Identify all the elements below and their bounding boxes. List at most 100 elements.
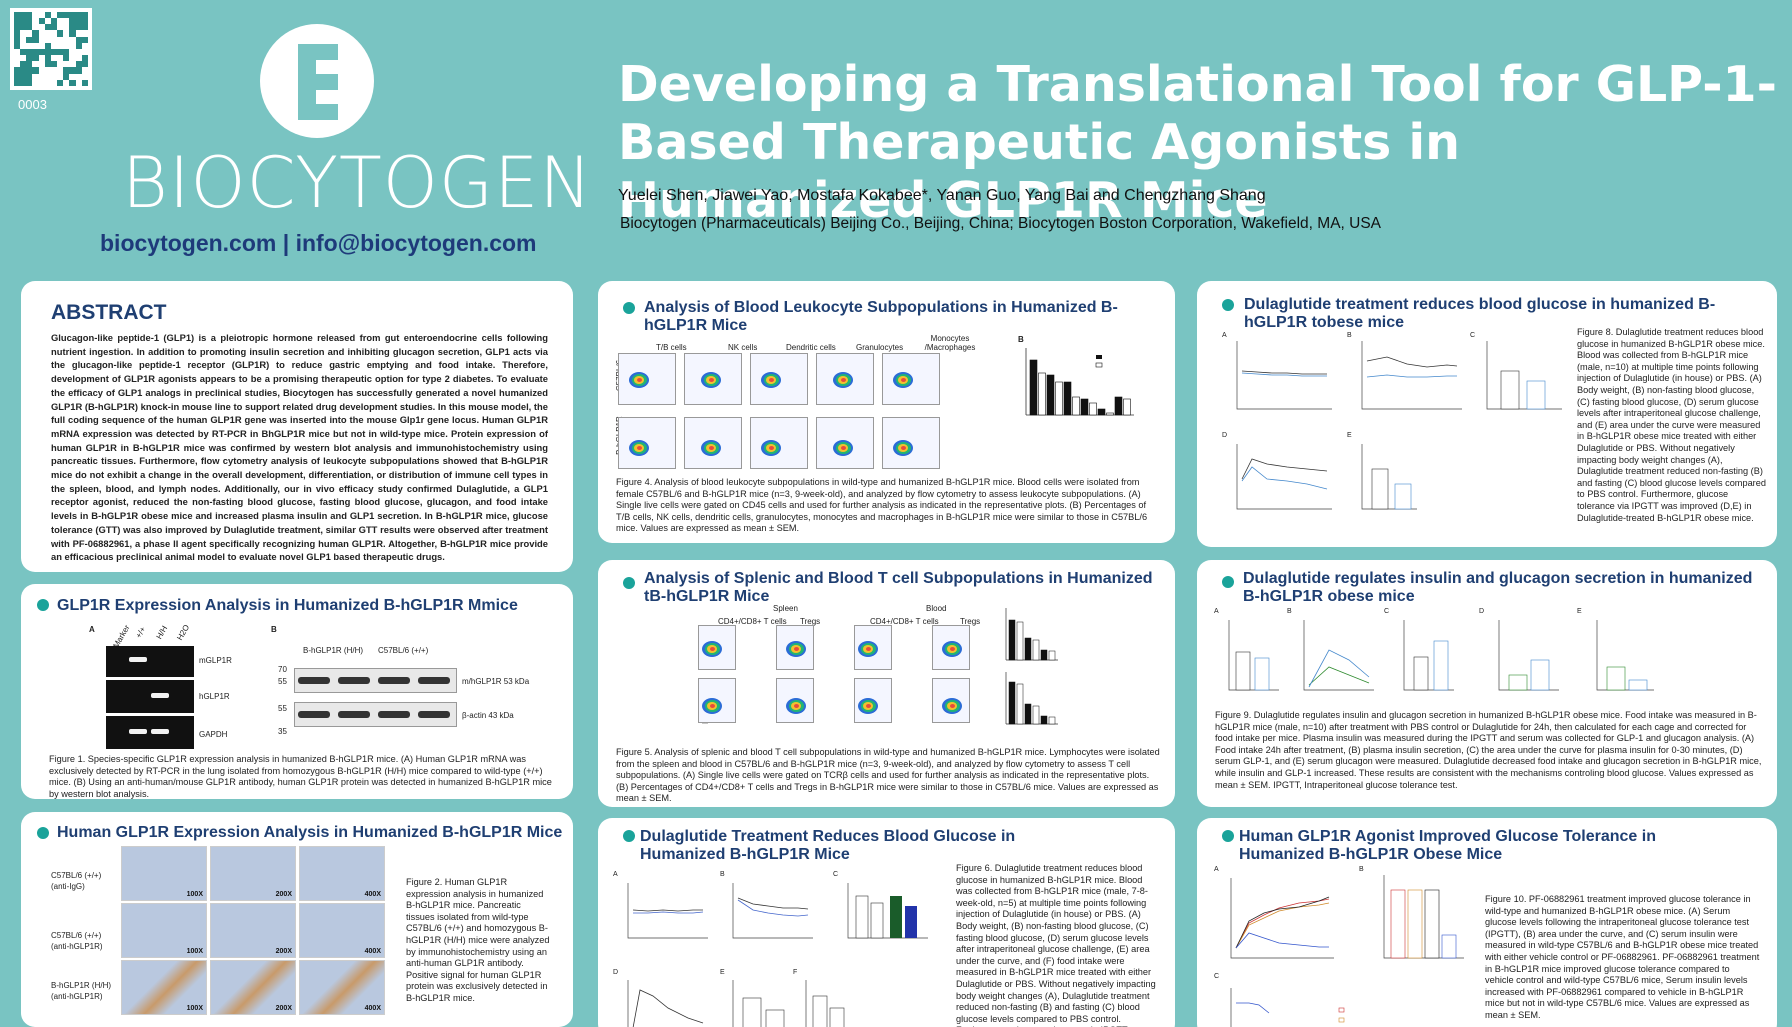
figure4-caption: Figure 4. Analysis of blood leukocyte su… bbox=[616, 477, 1148, 534]
gel-row-gapdh: GAPDH bbox=[199, 730, 228, 739]
insulin-figures: A B C D E bbox=[1214, 608, 1654, 691]
magnification-label: 200X bbox=[275, 891, 292, 898]
affiliation: Biocytogen (Pharmaceuticals) Beijing Co.… bbox=[620, 215, 1382, 232]
bar bbox=[1046, 374, 1055, 416]
agonist-title: Human GLP1R Agonist Improved Glucose Tol… bbox=[1239, 828, 1656, 863]
bar bbox=[1080, 398, 1089, 416]
wb-marker: 55 bbox=[278, 704, 287, 713]
ihc-image: 400X bbox=[299, 960, 385, 1015]
bar bbox=[1029, 359, 1038, 416]
svg-text:B: B bbox=[1287, 608, 1292, 615]
svg-text:B: B bbox=[1347, 332, 1352, 339]
rt-pcr-gel bbox=[106, 680, 194, 713]
magnification-label: 400X bbox=[364, 1005, 381, 1012]
figure6-caption: Figure 6. Dulaglutide treatment reduces … bbox=[956, 863, 1156, 1027]
rt-pcr-gel bbox=[106, 646, 194, 677]
magnification-label: 400X bbox=[364, 948, 381, 955]
poster-id: 0003 bbox=[18, 97, 47, 112]
bar bbox=[1106, 412, 1114, 416]
gel-band bbox=[129, 657, 147, 662]
bullet-icon bbox=[1222, 299, 1234, 311]
dulaglutide-title: Dulaglutide Treatment Reduces Blood Gluc… bbox=[640, 828, 1016, 863]
ihc-image: 400X bbox=[299, 903, 385, 958]
gel-lane-wt: +/+ bbox=[133, 625, 148, 640]
bar bbox=[1114, 396, 1123, 416]
flow-cytometry-plot bbox=[776, 678, 814, 723]
insulin-panel: Dulaglutide regulates insulin and glucag… bbox=[1197, 560, 1777, 807]
blot-band bbox=[418, 711, 450, 718]
svg-text:A: A bbox=[1222, 332, 1227, 339]
gate-label: Tregs bbox=[960, 617, 981, 626]
bar bbox=[1024, 703, 1032, 725]
bullet-icon bbox=[623, 577, 635, 589]
blot-band bbox=[338, 711, 370, 718]
qr-code[interactable] bbox=[10, 8, 92, 90]
bar bbox=[1123, 398, 1131, 416]
poster-title: Developing a Translational Tool for GLP-… bbox=[618, 56, 1777, 229]
ihc-image: 100X bbox=[121, 960, 207, 1015]
bullet-icon bbox=[1222, 830, 1234, 842]
ihc-image: 400X bbox=[299, 846, 385, 901]
svg-text:C: C bbox=[833, 871, 838, 878]
svg-text:D: D bbox=[1479, 608, 1484, 615]
blot-band bbox=[418, 677, 450, 684]
bar bbox=[1048, 716, 1056, 725]
fig-label-a: A bbox=[89, 625, 95, 634]
gate-label: Dendritic cells bbox=[786, 343, 836, 352]
svg-text:A: A bbox=[1214, 866, 1219, 873]
authors: Yuelei Shen, Jiawei Yao, Mostafa Kokabee… bbox=[618, 187, 1266, 204]
bullet-icon bbox=[37, 599, 49, 611]
blot-band bbox=[378, 711, 410, 718]
wb-row-actin: β-actin 43 kDa bbox=[462, 711, 514, 720]
wb-col-wt: C57BL/6 (+/+) bbox=[378, 646, 429, 655]
wb-marker: 70 bbox=[278, 665, 287, 674]
flow-cytometry-plot bbox=[854, 678, 892, 723]
magnification-label: 200X bbox=[275, 1005, 292, 1012]
svg-text:E: E bbox=[1577, 608, 1582, 615]
expression-title: GLP1R Expression Analysis in Humanized B… bbox=[57, 597, 518, 614]
logo-wordmark: BIOCYTOGEN bbox=[122, 142, 593, 224]
magnification-label: 100X bbox=[186, 891, 203, 898]
ihc-image: 200X bbox=[210, 846, 296, 901]
gel-band bbox=[151, 729, 169, 734]
magnification-label: 100X bbox=[186, 1005, 203, 1012]
flow-cytometry-plot bbox=[816, 417, 874, 469]
bar bbox=[1016, 621, 1024, 661]
bar bbox=[1032, 639, 1040, 661]
svg-text:A: A bbox=[1214, 608, 1219, 615]
spleen-title: Analysis of Splenic and Blood T cell Sub… bbox=[644, 570, 1153, 605]
bar bbox=[1032, 705, 1040, 725]
bar bbox=[1055, 381, 1063, 416]
bar bbox=[1008, 681, 1016, 725]
svg-text:D: D bbox=[1222, 432, 1227, 439]
svg-text:B: B bbox=[720, 871, 725, 878]
abstract-heading: ABSTRACT bbox=[51, 301, 167, 324]
bullet-icon bbox=[1222, 576, 1234, 588]
gel-band bbox=[129, 729, 147, 734]
figure10-caption: Figure 10. PF-06882961 treatment improve… bbox=[1485, 894, 1760, 1020]
gate-label: Monocytes /Macrophages bbox=[924, 334, 976, 352]
bullet-icon bbox=[37, 827, 49, 839]
figure9-caption: Figure 9. Dulaglutide regulates insulin … bbox=[1215, 710, 1762, 790]
figure2-caption: Figure 2. Human GLP1R expression analysi… bbox=[406, 877, 550, 1003]
flow-cytometry-plot bbox=[776, 625, 814, 670]
ihc-image: 100X bbox=[121, 846, 207, 901]
flow-cytometry-plot bbox=[882, 353, 940, 405]
flow-cytometry-plot bbox=[750, 417, 808, 469]
ihc-image: 100X bbox=[121, 903, 207, 958]
flow-cytometry-plot bbox=[750, 353, 808, 405]
magnification-label: 100X bbox=[186, 948, 203, 955]
svg-text:C: C bbox=[1214, 973, 1219, 980]
gel-lane-h2o: H2O bbox=[175, 623, 192, 642]
wb-row-glp1r: m/hGLP1R 53 kDa bbox=[462, 677, 530, 686]
bar bbox=[1040, 715, 1048, 725]
t-cell-bar-charts bbox=[1005, 608, 1058, 725]
bullet-icon bbox=[623, 830, 635, 842]
svg-text:A: A bbox=[613, 871, 618, 878]
ihc-panel: Human GLP1R Expression Analysis in Human… bbox=[21, 812, 573, 1027]
bar bbox=[1063, 381, 1072, 416]
wb-col-hh: B-hGLP1R (H/H) bbox=[303, 646, 364, 655]
contact-line[interactable]: biocytogen.com | info@biocytogen.com bbox=[100, 230, 537, 256]
gate-label: Tregs bbox=[800, 617, 821, 626]
abstract-body: Glucagon-like peptide-1 (GLP1) is a plei… bbox=[51, 332, 548, 563]
